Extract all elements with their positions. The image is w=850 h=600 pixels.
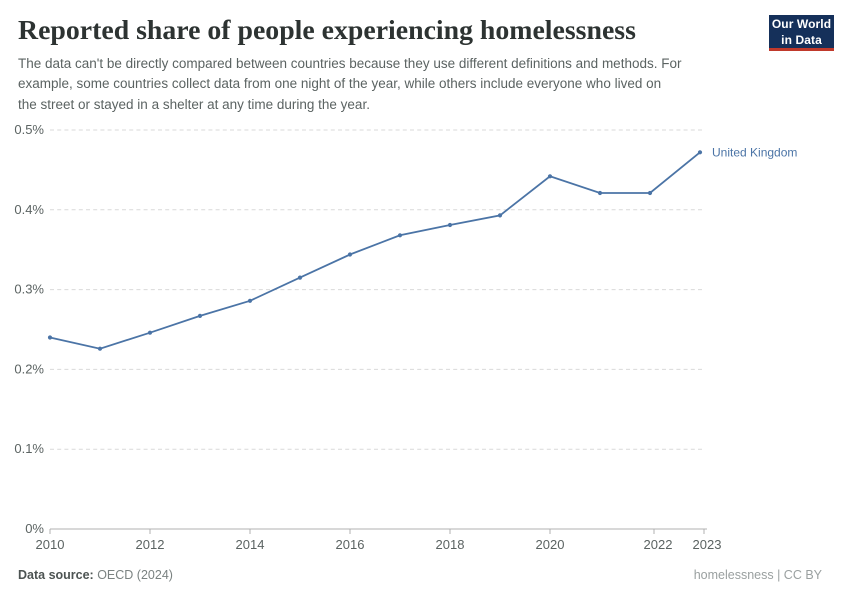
svg-text:United Kingdom: United Kingdom bbox=[712, 146, 797, 160]
svg-text:2020: 2020 bbox=[536, 537, 565, 552]
svg-text:0.1%: 0.1% bbox=[14, 441, 44, 456]
svg-text:2018: 2018 bbox=[436, 537, 465, 552]
svg-text:2010: 2010 bbox=[36, 537, 65, 552]
svg-text:0.4%: 0.4% bbox=[14, 202, 44, 217]
svg-text:2016: 2016 bbox=[336, 537, 365, 552]
svg-text:0.5%: 0.5% bbox=[14, 122, 44, 137]
svg-text:2014: 2014 bbox=[236, 537, 265, 552]
svg-text:2022: 2022 bbox=[644, 537, 673, 552]
svg-text:0.2%: 0.2% bbox=[14, 361, 44, 376]
svg-text:0.3%: 0.3% bbox=[14, 282, 44, 297]
svg-text:2023: 2023 bbox=[693, 537, 722, 552]
svg-text:2012: 2012 bbox=[136, 537, 165, 552]
svg-text:0%: 0% bbox=[25, 521, 44, 536]
